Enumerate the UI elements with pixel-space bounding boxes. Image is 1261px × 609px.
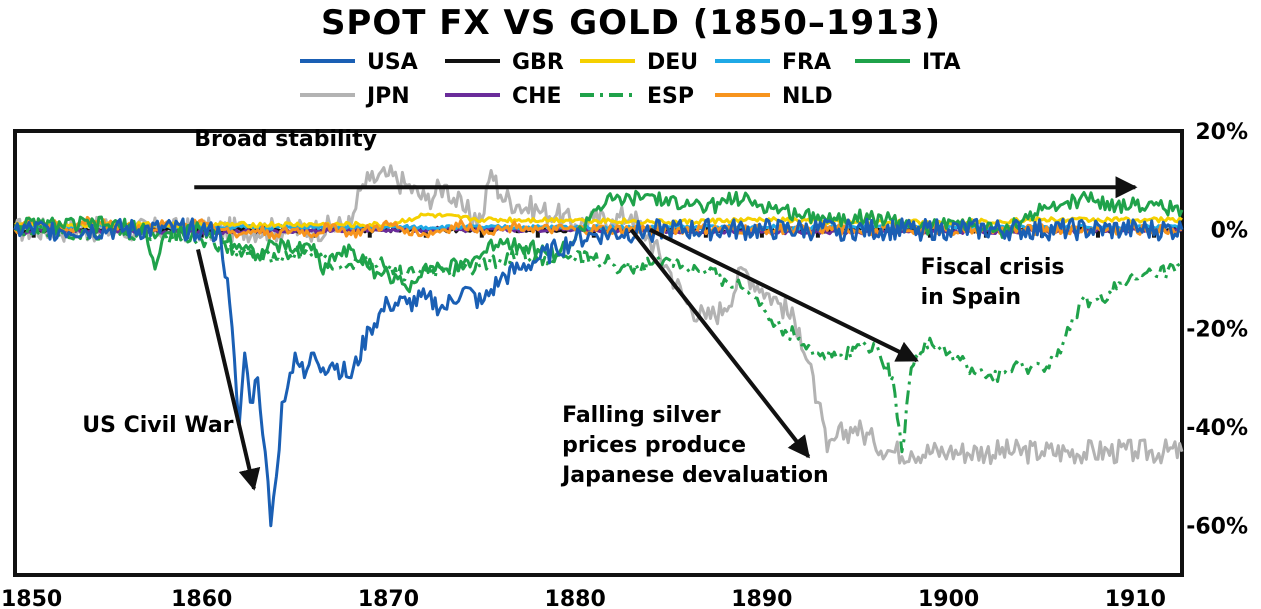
y-tick-label: -20% (1186, 317, 1248, 342)
legend-label: ESP (647, 84, 694, 109)
annotation-text: Japanese devaluation (560, 463, 829, 488)
legend-label: FRA (782, 50, 831, 75)
annotation-silver: Falling silver prices produce Japanese dev… (560, 228, 829, 488)
annotation-text: Fiscal crisis (921, 255, 1065, 280)
legend-label: NLD (782, 84, 833, 109)
annotation-civil: US Civil War (82, 248, 261, 491)
x-tick-label: 1900 (918, 587, 979, 609)
x-tick-label: 1910 (1105, 587, 1166, 609)
legend-item-nld: NLD (715, 84, 833, 109)
series-line-usa (13, 217, 1184, 528)
legend-item-ita: ITA (855, 50, 961, 75)
zero-tick-mark (479, 228, 484, 238)
legend-item-fra: FRA (715, 50, 831, 75)
legend-label: ITA (922, 50, 961, 75)
annotation-spain: Fiscal crisis in Spain (648, 227, 1065, 363)
x-tick-label: 1850 (1, 587, 62, 609)
x-tick-label: 1880 (545, 587, 606, 609)
annotation-broad: Broad stability (194, 127, 1138, 199)
zero-tick-mark (1095, 228, 1100, 238)
series-group (13, 164, 1184, 528)
legend-label: USA (367, 50, 418, 75)
y-tick-label: -60% (1186, 515, 1248, 540)
x-tick-label: 1870 (358, 587, 419, 609)
annotation-text: Falling silver (562, 403, 721, 428)
zero-tick-mark (535, 228, 540, 238)
legend-label: GBR (512, 50, 564, 75)
annotation-text: prices produce (562, 433, 746, 458)
y-tick-label: 20% (1195, 120, 1248, 145)
annotation-text: Broad stability (194, 127, 377, 152)
series-line-ita (13, 189, 1184, 294)
zero-tick-mark (367, 228, 372, 238)
annotation-arrow (648, 227, 919, 363)
legend-item-jpn: JPN (300, 84, 410, 109)
legend-label: JPN (365, 84, 410, 109)
zero-tick-mark (815, 228, 820, 238)
legend-item-esp: ESP (580, 84, 694, 109)
series-line-esp (14, 222, 1184, 454)
legend-item-gbr: GBR (445, 50, 564, 75)
chart-title: SPOT FX VS GOLD (1850–1913) (321, 3, 941, 43)
legend-label: DEU (647, 50, 698, 75)
legend-item-usa: USA (300, 50, 418, 75)
plot-frame (13, 129, 1184, 577)
x-tick-label: 1860 (171, 587, 232, 609)
legend-item-che: CHE (445, 84, 562, 109)
annotation-arrow (629, 228, 811, 459)
x-tick-label: 1890 (731, 587, 792, 609)
legend-label: CHE (512, 84, 562, 109)
annotation-text: in Spain (921, 285, 1022, 310)
y-tick-label: 0% (1211, 219, 1248, 244)
annotation-text: US Civil War (82, 413, 233, 438)
legend-item-deu: DEU (580, 50, 698, 75)
y-tick-label: -40% (1186, 416, 1248, 441)
annotation-arrow (196, 248, 261, 491)
